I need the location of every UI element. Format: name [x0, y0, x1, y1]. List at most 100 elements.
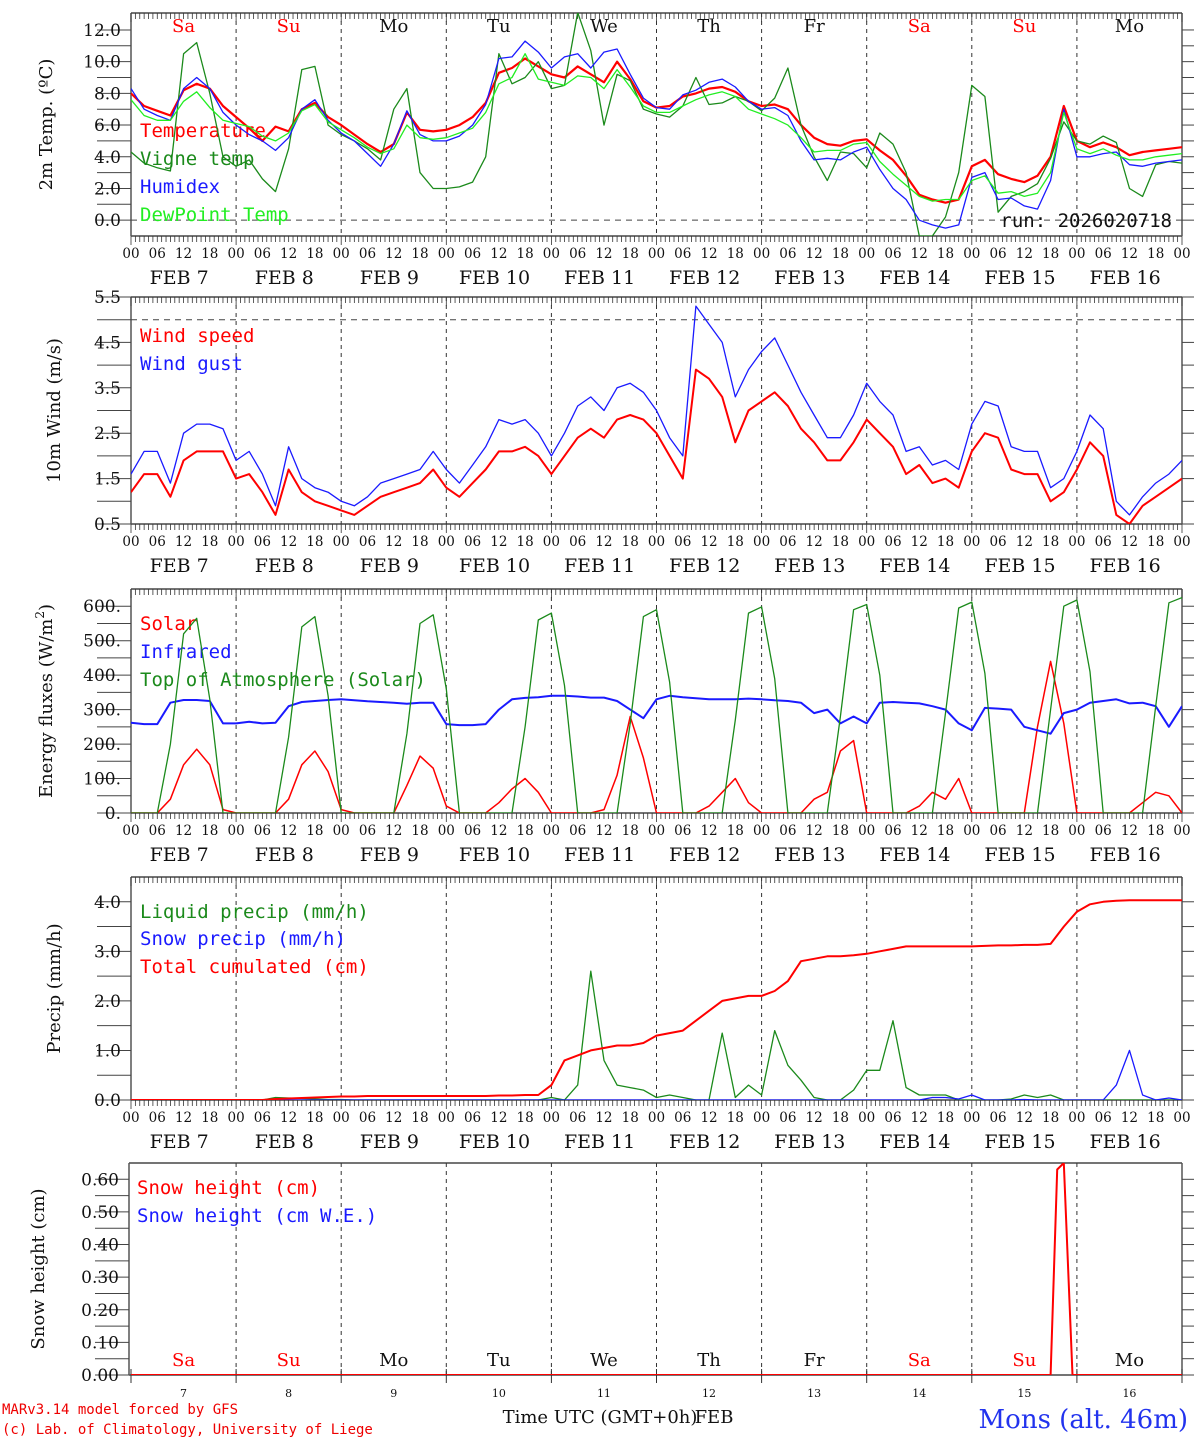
y-tick-label: 5.5 [94, 288, 121, 308]
x-hour-label: 00 [648, 534, 665, 550]
x-date-label: FEB 14 [879, 267, 950, 289]
x-date-label: FEB 14 [879, 1131, 950, 1153]
legend-entry: Liquid precip (mm/h) [140, 901, 369, 923]
x-date-label: FEB 7 [150, 555, 209, 577]
x-date-label: FEB 15 [984, 555, 1055, 577]
x-date-label: FEB 16 [1089, 1131, 1160, 1153]
day-number-label: 9 [390, 1387, 397, 1400]
x-date-label: FEB 12 [669, 267, 740, 289]
x-axis-month: FEB [695, 1407, 734, 1428]
y-tick-label: 100. [83, 770, 121, 790]
x-hour-label: 12 [595, 246, 612, 262]
legend-entry: Wind gust [140, 353, 243, 375]
x-date-label: FEB 8 [255, 267, 314, 289]
x-hour-label: 06 [464, 1110, 481, 1126]
series-line-vigne-temp [131, 13, 1182, 236]
x-hour-label: 12 [280, 823, 297, 839]
x-hour-label: 12 [911, 534, 928, 550]
x-hour-label: 18 [937, 534, 954, 550]
legend-entry: Wind speed [140, 325, 254, 347]
legend-entry: Snow precip (mm/h) [140, 928, 346, 950]
x-hour-label: 06 [884, 1110, 901, 1126]
x-hour-label: 12 [1016, 534, 1033, 550]
y-axis-label: Energy fluxes (W/m2) [33, 604, 57, 798]
day-name-label: Mo [379, 1350, 408, 1371]
x-hour-label: 00 [963, 246, 980, 262]
x-hour-label: 00 [963, 534, 980, 550]
x-hour-label: 00 [438, 246, 455, 262]
x-hour-label: 06 [149, 1110, 166, 1126]
x-date-label: FEB 12 [669, 844, 740, 866]
series-line-snow-precip-mm-h- [131, 1049, 1182, 1100]
x-hour-label: 18 [727, 246, 744, 262]
x-hour-label: 00 [1173, 1110, 1190, 1126]
x-date-label: FEB 7 [150, 844, 209, 866]
y-axis-label-text: Energy fluxes (W/m [36, 619, 57, 798]
y-axis-label: 2m Temp. (ºC) [36, 59, 57, 191]
x-hour-label: 18 [306, 246, 323, 262]
x-date-label: FEB 12 [669, 1131, 740, 1153]
day-name-label: Mo [1115, 1350, 1144, 1371]
x-hour-label: 06 [1095, 534, 1112, 550]
x-hour-label: 18 [832, 534, 849, 550]
x-hour-label: 00 [228, 1110, 245, 1126]
x-hour-label: 18 [1042, 823, 1059, 839]
x-hour-label: 18 [306, 1110, 323, 1126]
x-date-label: FEB 11 [564, 555, 635, 577]
y-axis-label: Snow height (cm) [28, 1188, 49, 1349]
day-name-label: Su [277, 16, 301, 37]
x-hour-label: 00 [963, 823, 980, 839]
x-date-label: FEB 9 [360, 267, 419, 289]
day-number-label: 7 [180, 1387, 187, 1400]
x-hour-label: 18 [727, 823, 744, 839]
x-hour-label: 06 [569, 534, 586, 550]
x-date-label: FEB 9 [360, 1131, 419, 1153]
day-number-label: 11 [597, 1387, 611, 1400]
day-number-label: 16 [1122, 1387, 1136, 1400]
x-hour-label: 00 [1173, 534, 1190, 550]
series-line-top-of-atmosphere-solar- [131, 596, 1182, 813]
legend-entry: Humidex [140, 176, 220, 198]
y-tick-label: 0.0 [94, 1091, 121, 1111]
x-hour-label: 12 [490, 823, 507, 839]
x-date-label: FEB 7 [150, 267, 209, 289]
x-hour-label: 00 [1068, 823, 1085, 839]
day-number-label: 12 [702, 1387, 716, 1400]
y-tick-label: 400. [83, 666, 121, 686]
x-hour-label: 18 [727, 1110, 744, 1126]
x-hour-label: 12 [595, 823, 612, 839]
x-hour-label: 12 [175, 534, 192, 550]
x-hour-label: 12 [700, 823, 717, 839]
x-hour-label: 12 [280, 1110, 297, 1126]
y-tick-label: 2.0 [94, 992, 121, 1012]
y-tick-label: 3.0 [94, 942, 121, 962]
x-hour-label: 00 [753, 246, 770, 262]
x-hour-label: 06 [464, 823, 481, 839]
legend-entry: Snow height (cm) [137, 1177, 320, 1199]
x-hour-label: 18 [1042, 1110, 1059, 1126]
x-hour-label: 06 [254, 246, 271, 262]
x-hour-label: 06 [359, 823, 376, 839]
day-name-label: We [590, 1350, 618, 1371]
x-hour-label: 12 [1016, 1110, 1033, 1126]
x-date-label: FEB 11 [564, 1131, 635, 1153]
x-hour-label: 06 [989, 534, 1006, 550]
x-hour-label: 18 [832, 246, 849, 262]
panel-snow: 0.60 0.50 0.40 0.30 0.20 0.10 0.00 Snow height … [28, 1162, 1194, 1428]
x-date-label: FEB 11 [564, 267, 635, 289]
x-hour-label: 18 [517, 1110, 534, 1126]
x-hour-label: 06 [884, 534, 901, 550]
x-hour-label: 12 [175, 823, 192, 839]
day-name-label: Mo [1115, 16, 1144, 37]
x-hour-label: 12 [385, 246, 402, 262]
x-hour-label: 06 [1095, 1110, 1112, 1126]
x-hour-label: 18 [201, 246, 218, 262]
day-name-label: Mo [379, 16, 408, 37]
day-number-label: 10 [492, 1387, 506, 1400]
x-hour-label: 00 [753, 1110, 770, 1126]
x-date-label: FEB 10 [459, 555, 530, 577]
x-hour-label: 00 [648, 823, 665, 839]
x-hour-label: 12 [385, 534, 402, 550]
x-hour-label: 00 [858, 534, 875, 550]
x-hour-label: 06 [569, 246, 586, 262]
